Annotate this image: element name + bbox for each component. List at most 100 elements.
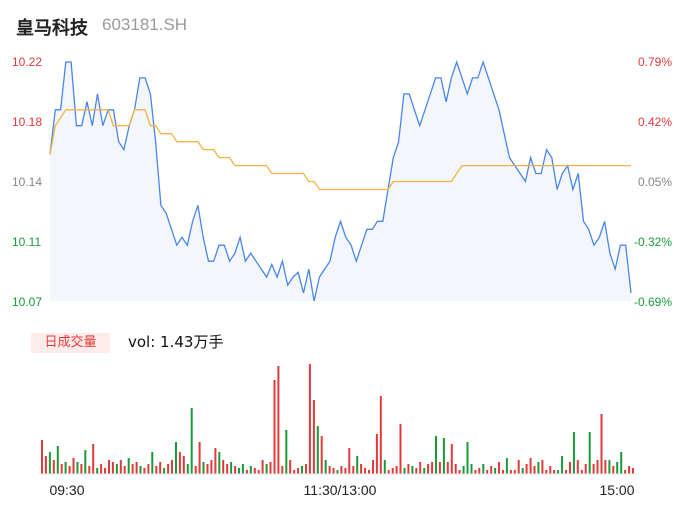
volume-bar bbox=[352, 466, 355, 474]
volume-bar bbox=[466, 442, 469, 474]
volume-bar bbox=[273, 380, 276, 474]
volume-bar bbox=[56, 446, 59, 474]
volume-bar bbox=[249, 466, 252, 474]
volume-bar bbox=[72, 458, 75, 474]
volume-bar bbox=[596, 460, 599, 474]
volume-bar bbox=[344, 468, 347, 474]
stock-name: 皇马科技 bbox=[16, 18, 88, 39]
volume-bar bbox=[123, 466, 126, 474]
volume-bar bbox=[446, 462, 449, 474]
volume-bar bbox=[68, 466, 71, 474]
volume-bar bbox=[348, 448, 351, 474]
volume-bar bbox=[320, 436, 323, 474]
volume-bar bbox=[44, 456, 47, 474]
volume-total: vol: 1.43万手 bbox=[128, 333, 224, 351]
volume-bar bbox=[293, 470, 296, 474]
percent-axis-labels: 0.79% 0.42% 0.05% -0.32% -0.69% bbox=[634, 55, 672, 309]
volume-bar bbox=[442, 438, 445, 474]
volume-bar bbox=[230, 462, 233, 474]
volume-bar bbox=[111, 462, 114, 474]
volume-bar bbox=[175, 442, 177, 474]
volume-bar bbox=[600, 414, 603, 474]
price-tick-label: 10.11 bbox=[12, 235, 41, 249]
volume-bar bbox=[482, 464, 485, 474]
volume-bar bbox=[435, 436, 437, 474]
volume-bar bbox=[379, 396, 382, 474]
volume-bar bbox=[502, 470, 504, 474]
volume-bar bbox=[336, 470, 339, 474]
volume-bar bbox=[407, 464, 410, 474]
volume-bar bbox=[48, 452, 51, 474]
volume-badge[interactable]: 日成交量 bbox=[31, 333, 110, 353]
price-area bbox=[50, 62, 631, 301]
volume-bar bbox=[391, 468, 394, 474]
volume-bar bbox=[411, 466, 414, 474]
volume-bar bbox=[572, 432, 575, 474]
volume-bar bbox=[387, 470, 390, 474]
volume-bar bbox=[178, 452, 181, 474]
volume-bar bbox=[238, 468, 240, 474]
price-axis-labels: 10.22 10.18 10.14 10.11 10.07 bbox=[12, 55, 42, 309]
volume-bar bbox=[312, 400, 315, 474]
volume-bar bbox=[584, 464, 587, 474]
volume-bar bbox=[305, 464, 307, 474]
volume-bar bbox=[580, 470, 583, 474]
volume-bar bbox=[513, 470, 516, 474]
volume-bar bbox=[84, 450, 87, 474]
volume-bar bbox=[277, 366, 280, 474]
volume-bar bbox=[474, 470, 477, 474]
volume-bar bbox=[588, 432, 591, 474]
volume-bar bbox=[521, 468, 524, 474]
volume-bar bbox=[592, 464, 595, 474]
volume-bar bbox=[41, 440, 43, 474]
volume-bar bbox=[438, 462, 441, 474]
volume-bar bbox=[96, 468, 99, 474]
volume-bar bbox=[364, 468, 367, 474]
volume-bar bbox=[171, 460, 173, 474]
volume-bar bbox=[104, 468, 106, 474]
volume-bar bbox=[253, 468, 256, 474]
volume-bar bbox=[608, 460, 611, 474]
volume-bar bbox=[127, 458, 130, 474]
volume-bar bbox=[92, 444, 95, 474]
volume-bar bbox=[147, 464, 150, 474]
volume-bar bbox=[285, 430, 288, 474]
time-tick-label: 15:00 bbox=[599, 482, 634, 498]
volume-bar bbox=[565, 470, 567, 474]
price-tick-label: 10.07 bbox=[12, 295, 42, 309]
volume-bar bbox=[458, 470, 461, 474]
volume-bar bbox=[569, 462, 571, 474]
volume-bar bbox=[186, 464, 189, 474]
volume-bar bbox=[151, 452, 154, 474]
volume-bar bbox=[210, 460, 213, 474]
volume-bar bbox=[415, 468, 418, 474]
volume-bar bbox=[88, 466, 91, 474]
volume-bar bbox=[261, 460, 264, 474]
price-line bbox=[49, 59, 632, 302]
volume-bar bbox=[360, 464, 363, 474]
stock-code: 603181.SH bbox=[102, 15, 188, 34]
volume-bar bbox=[131, 464, 134, 474]
volume-bar bbox=[356, 456, 359, 474]
percent-tick-label: -0.69% bbox=[634, 295, 672, 309]
volume-bar bbox=[234, 466, 237, 474]
volume-bar bbox=[328, 466, 331, 474]
volume-bar bbox=[245, 470, 248, 474]
volume-bar bbox=[604, 460, 607, 474]
volume-bar bbox=[620, 452, 623, 474]
volume-bar bbox=[52, 460, 55, 474]
time-axis-labels: 09:30 11:30/13:00 15:00 bbox=[49, 482, 634, 498]
price-fill bbox=[50, 62, 631, 301]
volume-bar bbox=[624, 470, 627, 474]
volume-bar bbox=[80, 464, 83, 474]
volume-bar bbox=[525, 464, 528, 474]
volume-bar bbox=[561, 456, 564, 474]
percent-tick-label: 0.79% bbox=[638, 55, 672, 69]
volume-bar bbox=[222, 460, 225, 474]
volume-bar bbox=[139, 466, 142, 474]
volume-bar bbox=[612, 466, 615, 474]
volume-bar bbox=[214, 448, 217, 474]
volume-bar bbox=[450, 444, 453, 474]
volume-bar bbox=[218, 452, 221, 474]
